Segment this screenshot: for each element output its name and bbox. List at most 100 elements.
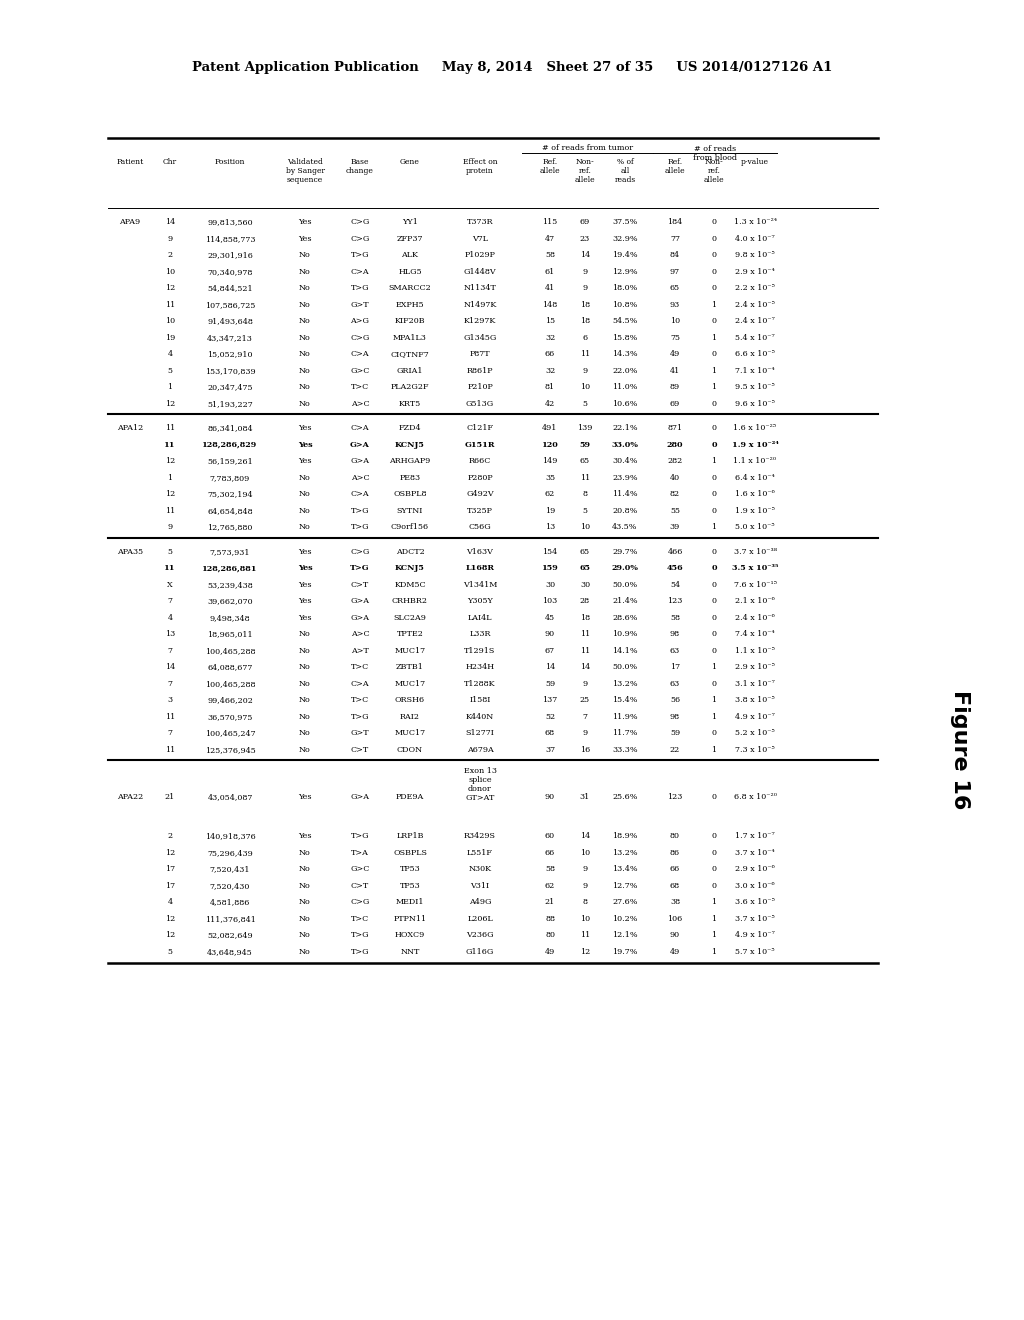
Text: 5.2 x 10⁻⁵: 5.2 x 10⁻⁵ [735, 729, 775, 738]
Text: 10: 10 [165, 317, 175, 325]
Text: 9: 9 [583, 268, 588, 276]
Text: 1: 1 [712, 334, 717, 342]
Text: G>T: G>T [350, 729, 370, 738]
Text: 65: 65 [580, 548, 590, 556]
Text: 3.7 x 10⁻⁵: 3.7 x 10⁻⁵ [735, 915, 775, 923]
Text: 2: 2 [168, 833, 173, 841]
Text: X: X [167, 581, 173, 589]
Text: 14: 14 [580, 833, 590, 841]
Text: 2.4 x 10⁻⁶: 2.4 x 10⁻⁶ [735, 614, 775, 622]
Text: 58: 58 [670, 614, 680, 622]
Text: No: No [299, 284, 311, 292]
Text: K440N: K440N [466, 713, 495, 721]
Text: Non-
ref.
allele: Non- ref. allele [574, 158, 595, 183]
Text: 28: 28 [580, 597, 590, 606]
Text: ORSH6: ORSH6 [395, 696, 425, 705]
Text: 0: 0 [712, 268, 717, 276]
Text: T>A: T>A [351, 849, 369, 857]
Text: KRT5: KRT5 [399, 400, 421, 408]
Text: 19: 19 [165, 334, 175, 342]
Text: ZBTB1: ZBTB1 [396, 663, 424, 672]
Text: C>T: C>T [351, 882, 369, 890]
Text: 139: 139 [578, 424, 593, 432]
Text: 5.0 x 10⁻⁵: 5.0 x 10⁻⁵ [735, 523, 775, 531]
Text: 0: 0 [712, 882, 717, 890]
Text: 49: 49 [545, 948, 555, 956]
Text: 27.6%: 27.6% [612, 899, 638, 907]
Text: C56G: C56G [469, 523, 492, 531]
Text: 7: 7 [168, 647, 172, 655]
Text: 75,296,439: 75,296,439 [207, 849, 253, 857]
Text: 4,581,886: 4,581,886 [210, 899, 250, 907]
Text: 39: 39 [670, 523, 680, 531]
Text: 12: 12 [165, 915, 175, 923]
Text: 1: 1 [712, 713, 717, 721]
Text: Yes: Yes [298, 614, 311, 622]
Text: APA35: APA35 [117, 548, 143, 556]
Text: 17: 17 [670, 663, 680, 672]
Text: PE83: PE83 [399, 474, 421, 482]
Text: 66: 66 [670, 866, 680, 874]
Text: 58: 58 [545, 866, 555, 874]
Text: 1: 1 [712, 948, 717, 956]
Text: G513G: G513G [466, 400, 495, 408]
Text: G>A: G>A [350, 457, 370, 465]
Text: T>C: T>C [351, 383, 369, 391]
Text: 63: 63 [670, 680, 680, 688]
Text: 0: 0 [712, 490, 717, 498]
Text: C121F: C121F [467, 424, 494, 432]
Text: 2.4 x 10⁻⁷: 2.4 x 10⁻⁷ [735, 317, 775, 325]
Text: C>G: C>G [350, 334, 370, 342]
Text: 22.0%: 22.0% [612, 367, 638, 375]
Text: 29.7%: 29.7% [612, 548, 638, 556]
Text: 50.0%: 50.0% [612, 581, 638, 589]
Text: 7,520,431: 7,520,431 [210, 866, 250, 874]
Text: 1.9 x 10⁻⁵: 1.9 x 10⁻⁵ [735, 507, 775, 515]
Text: 7: 7 [168, 597, 172, 606]
Text: C>G: C>G [350, 218, 370, 226]
Text: 65: 65 [670, 284, 680, 292]
Text: MUC17: MUC17 [394, 647, 426, 655]
Text: T>C: T>C [351, 915, 369, 923]
Text: Yes: Yes [298, 457, 311, 465]
Text: 68: 68 [545, 729, 555, 738]
Text: 12: 12 [165, 490, 175, 498]
Text: 9: 9 [583, 882, 588, 890]
Text: 11: 11 [165, 424, 175, 432]
Text: TP53: TP53 [399, 866, 421, 874]
Text: Non-
ref.
allele: Non- ref. allele [703, 158, 724, 183]
Text: 52,082,649: 52,082,649 [207, 932, 253, 940]
Text: No: No [299, 301, 311, 309]
Text: G>A: G>A [350, 614, 370, 622]
Text: Chr: Chr [163, 158, 177, 166]
Text: 9: 9 [168, 523, 173, 531]
Text: 21.4%: 21.4% [612, 597, 638, 606]
Text: 0: 0 [712, 350, 717, 358]
Text: 9: 9 [583, 866, 588, 874]
Text: 32: 32 [545, 367, 555, 375]
Text: T>G: T>G [350, 284, 370, 292]
Text: 11: 11 [165, 301, 175, 309]
Text: 18.9%: 18.9% [612, 833, 638, 841]
Text: 19: 19 [545, 507, 555, 515]
Text: T>G: T>G [350, 251, 370, 259]
Text: 49: 49 [670, 948, 680, 956]
Text: 14.1%: 14.1% [612, 647, 638, 655]
Text: R861P: R861P [467, 367, 494, 375]
Text: Yes: Yes [298, 597, 311, 606]
Text: 280: 280 [667, 441, 683, 449]
Text: 40: 40 [670, 474, 680, 482]
Text: No: No [299, 367, 311, 375]
Text: G1448V: G1448V [464, 268, 497, 276]
Text: Yes: Yes [298, 548, 311, 556]
Text: 54,844,521: 54,844,521 [207, 284, 253, 292]
Text: 4.9 x 10⁻⁷: 4.9 x 10⁻⁷ [735, 713, 775, 721]
Text: 10.2%: 10.2% [612, 915, 638, 923]
Text: 90: 90 [670, 932, 680, 940]
Text: 54: 54 [670, 581, 680, 589]
Text: 149: 149 [543, 457, 558, 465]
Text: 10: 10 [165, 268, 175, 276]
Text: MUC17: MUC17 [394, 680, 426, 688]
Text: No: No [299, 849, 311, 857]
Text: 0: 0 [712, 614, 717, 622]
